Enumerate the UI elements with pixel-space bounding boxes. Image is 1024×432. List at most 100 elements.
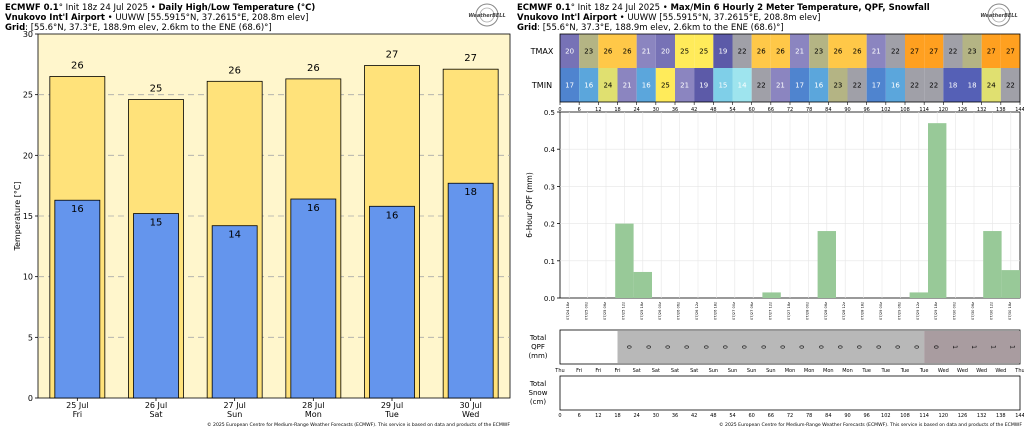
weekday-tick-label: Sat — [690, 368, 698, 374]
qpf-x-tick-label: 07/29 00z — [879, 302, 883, 320]
tmin-value: 17 — [565, 82, 574, 90]
x-tick-weekday: Sat — [149, 410, 162, 419]
qpf-y-tick-label: 0.5 — [544, 109, 555, 117]
tmin-cell — [943, 68, 963, 102]
tmin-value: 21 — [623, 82, 632, 90]
total-qpf-value: 0 — [836, 345, 843, 349]
qpf-x-tick-label: 07/29 06z — [897, 302, 901, 320]
hour-tick-label: 36 — [672, 107, 678, 113]
tmax-cell — [1000, 34, 1020, 68]
tmin-cell — [579, 68, 599, 102]
tmin-cell — [905, 68, 925, 102]
tmax-value: 22 — [738, 48, 747, 56]
low-temp-bar — [54, 199, 101, 399]
weekday-tick-label: Sat — [671, 368, 679, 374]
tmax-value: 25 — [680, 48, 689, 56]
y-tick-label: 5 — [28, 333, 33, 342]
chart-header-line1: ECMWF 0.1° Init 18z 24 Jul 2025 • Daily … — [5, 3, 316, 13]
tmax-value: 22 — [948, 48, 957, 56]
tmin-value: 16 — [584, 82, 593, 90]
tmin-value: 16 — [814, 82, 823, 90]
tmax-value: 21 — [795, 48, 804, 56]
total-qpf-value: 0 — [932, 345, 939, 349]
hour-tick-label: 96 — [863, 107, 869, 113]
tmin-cell — [694, 68, 714, 102]
qpf-x-tick-label: 07/26 18z — [713, 302, 717, 320]
total-qpf-value: 0 — [663, 345, 670, 349]
tmin-cell — [598, 68, 618, 102]
tmax-value: 21 — [872, 48, 881, 56]
hour-tick-label: 114 — [919, 107, 929, 113]
tmax-cell — [579, 34, 599, 68]
hour-tick-label: 78 — [806, 107, 812, 113]
tmax-value: 26 — [603, 48, 612, 56]
tmax-cell — [924, 34, 944, 68]
tmin-cell — [560, 68, 580, 102]
tmax-value: 26 — [623, 48, 632, 56]
snow-hour-tick-label: 42 — [691, 413, 697, 419]
qpf-x-tick-label: 07/30 00z — [953, 302, 957, 320]
weekday-tick-label: Tue — [900, 368, 910, 374]
y-tick-label: 15 — [23, 212, 33, 221]
tmax-value: 27 — [1006, 48, 1015, 56]
tmax-value: 27 — [987, 48, 996, 56]
tmax-value: 22 — [891, 48, 900, 56]
y-tick-label: 10 — [23, 273, 33, 282]
qpf-x-tick-label: 07/28 00z — [805, 302, 809, 320]
total-qpf-value: 0 — [893, 345, 900, 349]
weekday-tick-label: Mon — [842, 368, 853, 374]
snow-hour-tick-label: 72 — [787, 413, 793, 419]
qpf-x-tick-label: 07/25 18z — [640, 302, 644, 320]
tmin-value: 19 — [699, 82, 708, 90]
high-temp-label: 27 — [464, 53, 477, 64]
snow-hour-tick-label: 96 — [863, 413, 869, 419]
snow-hour-tick-label: 114 — [919, 413, 929, 419]
high-temp-label: 26 — [228, 65, 241, 76]
total-qpf-value: 0 — [740, 345, 747, 349]
x-tick-date: 25 Jul — [66, 401, 88, 410]
qpf-y-axis-label: 6-Hour QPF (mm) — [525, 172, 534, 238]
snow-hour-tick-label: 144 — [1015, 413, 1024, 419]
qpf-bar — [1001, 270, 1020, 298]
y-axis-label: Temperature [°C] — [13, 181, 22, 251]
tmax-value: 26 — [776, 48, 785, 56]
tmax-value: 25 — [699, 48, 708, 56]
tmin-value: 22 — [929, 82, 938, 90]
total-snow-label-1: Total — [529, 380, 546, 388]
qpf-x-tick-label: 07/30 18z — [1008, 302, 1012, 320]
total-qpf-fill-one — [924, 331, 1020, 363]
x-tick-date: 27 Jul — [223, 401, 245, 410]
hour-tick-label: 102 — [881, 107, 891, 113]
tmax-cell — [732, 34, 752, 68]
tmin-value: 18 — [948, 82, 957, 90]
qpf-x-tick-label: 07/24 18z — [566, 302, 570, 320]
hour-tick-label: 18 — [614, 107, 620, 113]
total-qpf-value: 1 — [951, 345, 958, 349]
six-hourly-chart: TMAX TMIN 20 23 26 26 21 20 25 25 19 22 26 26 21 23 26 26… — [525, 33, 1024, 428]
tmin-value: 17 — [795, 82, 804, 90]
tmax-value: 26 — [853, 48, 862, 56]
tmin-value: 24 — [987, 82, 996, 90]
snow-hour-tick-label: 126 — [958, 413, 968, 419]
total-qpf-value: 0 — [913, 345, 920, 349]
weekday-tick-label: Thu — [554, 368, 564, 374]
qpf-x-tick-label: 07/28 06z — [824, 302, 828, 320]
hour-tick-label: 144 — [1015, 107, 1024, 113]
total-qpf-value: 0 — [798, 345, 805, 349]
qpf-x-tick-label: 07/27 18z — [787, 302, 791, 320]
tmax-value: 27 — [929, 48, 938, 56]
tmax-cell — [885, 34, 905, 68]
tmin-cell — [981, 68, 1001, 102]
snow-hour-tick-label: 132 — [977, 413, 987, 419]
snow-hour-tick-label: 66 — [768, 413, 774, 419]
tmin-value: 18 — [968, 82, 977, 90]
qpf-y-tick-label: 0.4 — [544, 146, 556, 154]
hour-tick-label: 72 — [787, 107, 793, 113]
tmin-value: 15 — [718, 82, 727, 90]
qpf-x-tick-label: 07/25 00z — [585, 302, 589, 320]
qpf-x-tick-label: 07/28 12z — [842, 302, 846, 320]
total-qpf-value: 0 — [759, 345, 766, 349]
tmin-value: 14 — [738, 82, 747, 90]
low-temp-bar — [290, 198, 337, 399]
hour-tick-label: 0 — [558, 107, 561, 113]
